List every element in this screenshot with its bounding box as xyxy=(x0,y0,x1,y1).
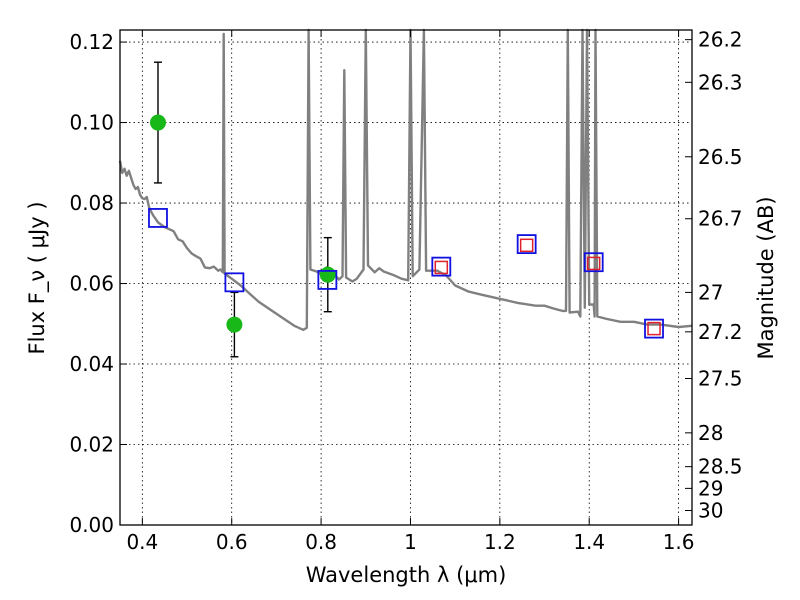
right-tick-label: 27.2 xyxy=(698,320,743,344)
x-axis-title: Wavelength λ (μm) xyxy=(306,563,507,587)
photometry-markers xyxy=(148,61,664,358)
y-tick-label: 0.10 xyxy=(69,111,114,135)
model-square-point xyxy=(431,256,452,277)
right-tick-label: 26.3 xyxy=(698,70,743,94)
observed-point xyxy=(319,266,336,283)
model-spectrum xyxy=(118,28,693,331)
red-square-point xyxy=(586,256,601,271)
right-tick-label: 27 xyxy=(698,280,723,304)
right-tick-label: 29 xyxy=(698,476,723,500)
grid-lines xyxy=(120,30,692,526)
observed-point xyxy=(226,316,243,333)
plot-frame xyxy=(119,29,693,526)
red-square-point xyxy=(434,260,449,275)
x-tick-label: 0.6 xyxy=(216,530,248,554)
y-tick-label: 0.06 xyxy=(69,272,114,296)
y-axis-title: Flux F_ν ( μJy ) xyxy=(25,201,50,354)
red-square-point xyxy=(647,321,661,336)
x-tick-label: 0.4 xyxy=(126,530,158,554)
x-tick-label: 1 xyxy=(404,530,417,554)
axis-ticks: 0.4 0.6 0.8 1 1.2 1.4 1.6 0.00 0.02 0.04 0.06 0.08 0… xyxy=(69,28,742,554)
model-square-point xyxy=(516,234,537,254)
right-tick-label: 26.2 xyxy=(698,28,743,52)
right-tick-label: 28 xyxy=(698,421,723,445)
spectrum-line xyxy=(118,28,693,331)
right-tick-label: 30 xyxy=(698,499,723,523)
x-tick-label: 1.6 xyxy=(663,530,695,554)
y-tick-label: 0.12 xyxy=(69,30,114,54)
x-tick-label: 1.4 xyxy=(573,530,605,554)
model-square-point xyxy=(583,252,604,273)
x-tick-label: 1.2 xyxy=(484,530,516,554)
right-axis-title: Magnitude (AB) xyxy=(754,196,778,359)
right-tick-label: 27.5 xyxy=(698,367,743,391)
y-tick-label: 0.08 xyxy=(69,191,114,215)
model-square-point xyxy=(644,318,664,339)
observed-point xyxy=(149,114,166,131)
model-square-point xyxy=(224,272,245,293)
model-square-point xyxy=(148,208,168,228)
y-tick-label: 0.02 xyxy=(69,433,114,457)
model-square-point xyxy=(317,270,338,290)
right-tick-label: 26.7 xyxy=(698,207,743,231)
y-tick-label: 0.00 xyxy=(69,513,114,537)
right-tick-label: 26.5 xyxy=(698,145,743,169)
red-square-point xyxy=(519,238,534,253)
y-tick-label: 0.04 xyxy=(69,352,114,376)
x-tick-label: 0.8 xyxy=(305,530,337,554)
right-tick-label: 28.5 xyxy=(698,455,743,479)
